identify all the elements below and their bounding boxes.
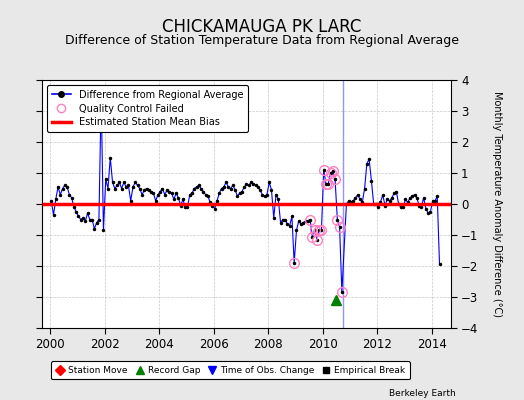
Y-axis label: Monthly Temperature Anomaly Difference (°C): Monthly Temperature Anomaly Difference (… [493,91,503,317]
Legend: Difference from Regional Average, Quality Control Failed, Estimated Station Mean: Difference from Regional Average, Qualit… [47,85,248,132]
Legend: Station Move, Record Gap, Time of Obs. Change, Empirical Break: Station Move, Record Gap, Time of Obs. C… [51,362,410,380]
Text: Berkeley Earth: Berkeley Earth [389,389,456,398]
Text: CHICKAMAUGA PK LARC: CHICKAMAUGA PK LARC [162,18,362,36]
Text: Difference of Station Temperature Data from Regional Average: Difference of Station Temperature Data f… [65,34,459,47]
